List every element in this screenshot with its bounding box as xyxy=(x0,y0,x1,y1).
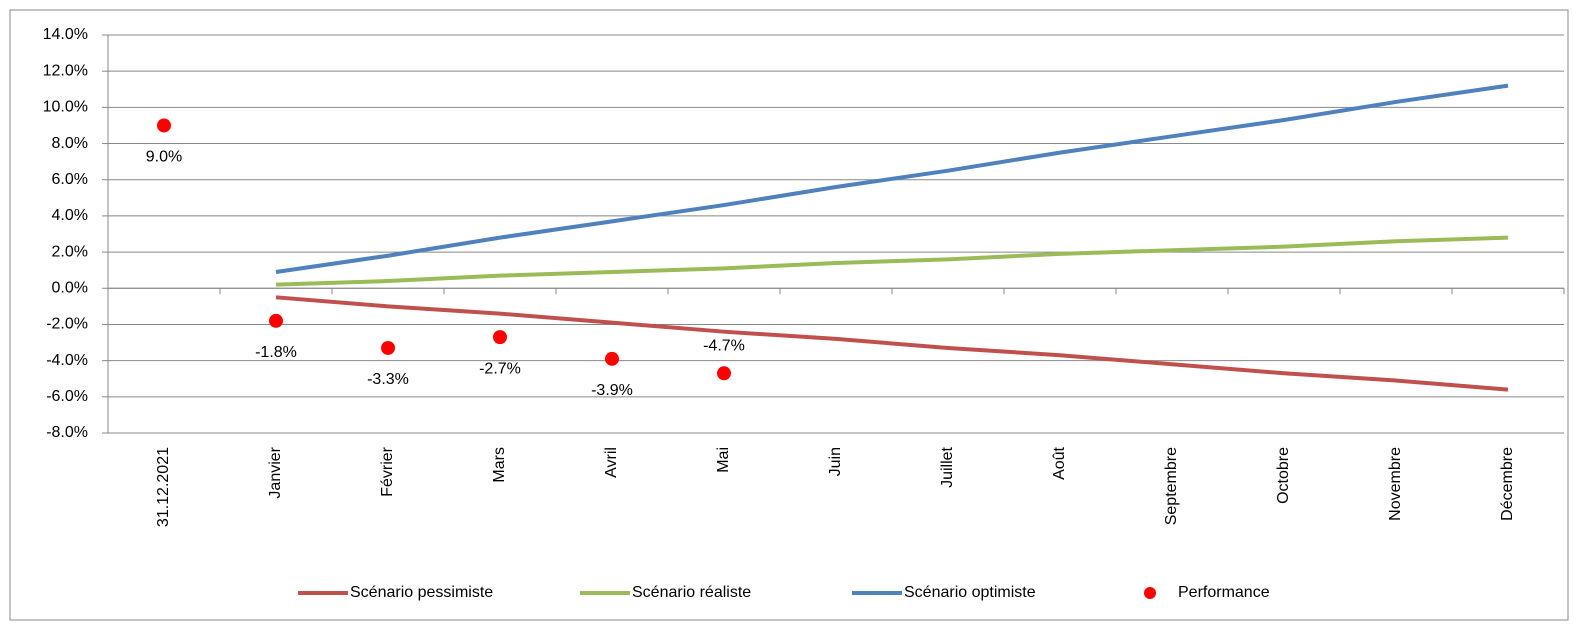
x-tick-label: Août xyxy=(1051,446,1068,479)
performance-point xyxy=(717,366,731,381)
data-label: -4.7% xyxy=(703,338,745,355)
legend-label: Performance xyxy=(1178,584,1270,601)
x-tick-label: Mars xyxy=(491,447,508,483)
x-tick-label: Juillet xyxy=(939,446,956,487)
y-tick-label: 12.0% xyxy=(43,62,88,79)
performance-point xyxy=(381,340,395,355)
y-tick-label: 10.0% xyxy=(43,99,88,116)
x-tick-label: 31.12.2021 xyxy=(155,447,172,527)
data-label: -2.7% xyxy=(479,360,521,377)
data-label: -3.3% xyxy=(367,371,409,388)
legend-label: Scénario réaliste xyxy=(632,584,751,601)
y-tick-label: -4.0% xyxy=(46,352,88,369)
data-label: 9.0% xyxy=(146,149,182,166)
legend-label: Scénario pessimiste xyxy=(350,584,493,601)
performance-point xyxy=(493,330,507,345)
y-tick-label: 2.0% xyxy=(52,243,88,260)
x-tick-label: Février xyxy=(379,446,396,496)
x-tick-label: Janvier xyxy=(267,446,284,498)
x-tick-label: Octobre xyxy=(1275,447,1292,504)
y-tick-label: 8.0% xyxy=(52,135,88,152)
line-series xyxy=(275,83,1509,274)
y-tick-label: 0.0% xyxy=(52,279,88,296)
data-label: -1.8% xyxy=(255,344,297,361)
data-label: -3.9% xyxy=(591,382,633,399)
y-tick-label: 6.0% xyxy=(52,171,88,188)
chart-border xyxy=(9,9,1569,621)
legend-swatch xyxy=(1144,587,1156,599)
y-tick-label: -2.0% xyxy=(46,316,88,333)
performance-point xyxy=(269,313,283,328)
performance-point xyxy=(605,351,619,366)
x-tick-label: Septembre xyxy=(1163,447,1180,525)
y-tick-label: -6.0% xyxy=(46,388,88,405)
legend-label: Scénario optimiste xyxy=(904,584,1036,601)
line-series xyxy=(275,235,1509,287)
x-tick-label: Mai xyxy=(715,447,732,473)
x-tick-label: Novembre xyxy=(1387,447,1404,521)
y-tick-label: 14.0% xyxy=(43,26,88,43)
y-tick-label: 4.0% xyxy=(52,207,88,224)
performance-point xyxy=(157,118,171,133)
y-tick-label: -8.0% xyxy=(46,424,88,441)
x-tick-label: Juin xyxy=(827,447,844,476)
x-tick-label: Avril xyxy=(603,447,620,478)
line-series xyxy=(275,295,1509,392)
x-tick-label: Décembre xyxy=(1499,447,1516,521)
